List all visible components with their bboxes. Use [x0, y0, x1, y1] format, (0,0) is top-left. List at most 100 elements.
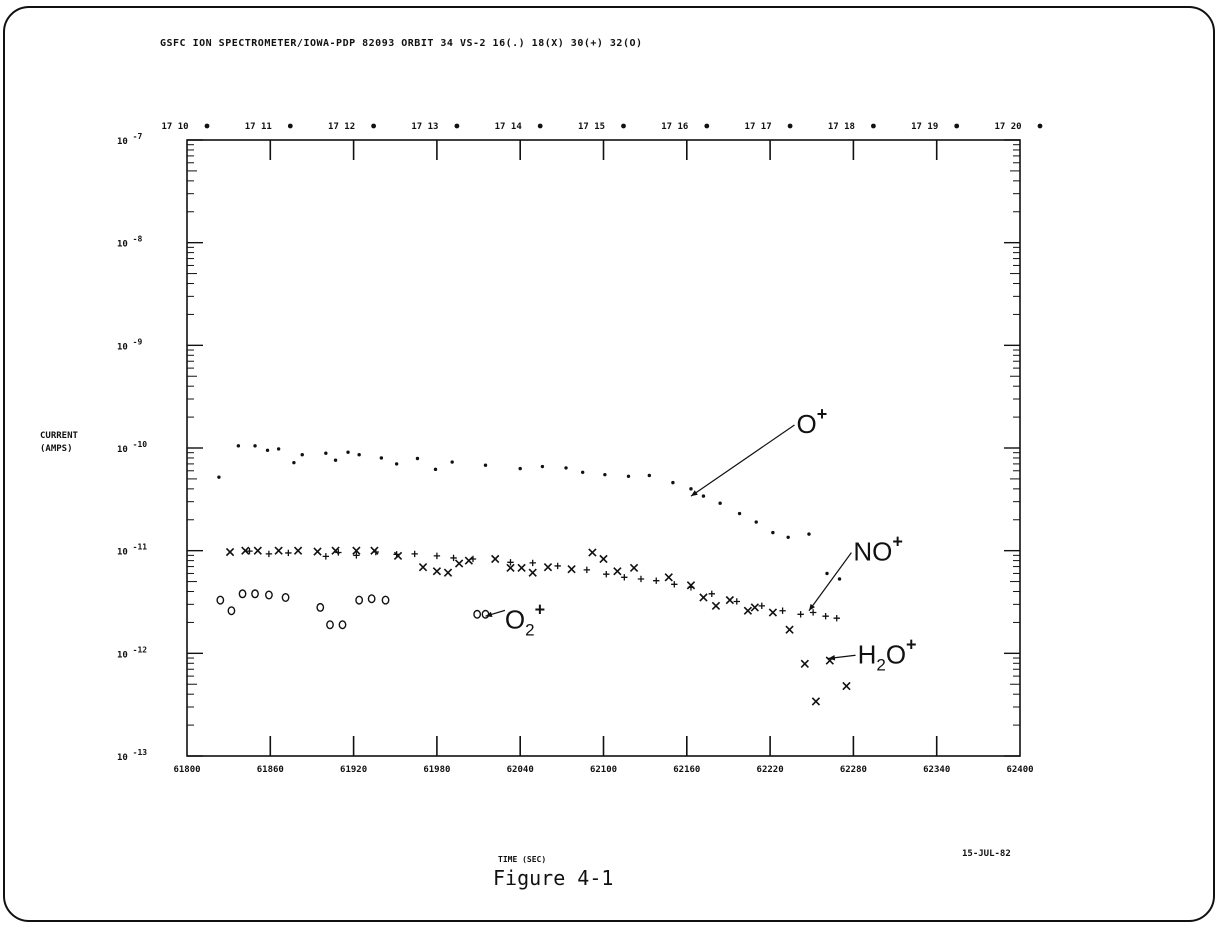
- point-no-plus: [797, 611, 804, 618]
- point-o-plus: [754, 520, 758, 524]
- x-tick-label: 62280: [840, 765, 867, 775]
- plot-date: 15-JUL-82: [962, 849, 1011, 859]
- point-no-plus: [687, 584, 695, 591]
- point-o-plus: [701, 494, 706, 498]
- annotation-arrow-head: [808, 603, 815, 611]
- point-o-plus: [483, 463, 488, 467]
- top-time-label: 17 19: [911, 122, 938, 132]
- point-o2-plus: [473, 609, 482, 619]
- top-time-dot: [871, 123, 876, 129]
- top-time-label: 17 11: [245, 122, 272, 132]
- point-no-plus: [411, 550, 418, 558]
- annotation-arrow-head: [828, 655, 836, 661]
- point-o-plus: [415, 456, 420, 461]
- top-time-label: 17 14: [495, 122, 523, 132]
- top-time-label: 17 12: [328, 122, 355, 132]
- point-o2-plus: [381, 595, 390, 605]
- annotation-arrow-head: [690, 490, 698, 497]
- point-o-plus: [324, 451, 328, 455]
- chart-header: GSFC ION SPECTROMETER/IOWA-PDP 82093 ORB…: [160, 38, 643, 49]
- point-o2-plus: [481, 609, 490, 619]
- point-o-plus: [786, 535, 790, 539]
- point-no-plus: [833, 614, 840, 622]
- point-o-plus: [771, 530, 775, 535]
- top-time-dot: [371, 123, 376, 129]
- point-no-plus: [733, 598, 740, 605]
- top-time-dot: [537, 123, 543, 129]
- point-h2o-plus: [225, 547, 235, 557]
- top-time-dot: [954, 123, 960, 129]
- annotation-arrow-head: [485, 611, 493, 617]
- y-tick-label: 10 -11: [117, 543, 147, 558]
- series-o: [216, 589, 490, 630]
- point-h2o-plus: [588, 548, 597, 557]
- point-o-plus: [603, 472, 607, 477]
- point-o2-plus: [338, 620, 347, 630]
- point-o-plus: [540, 464, 545, 469]
- point-o-plus: [357, 453, 361, 457]
- point-no-plus: [583, 566, 591, 574]
- x-tick-label: 62220: [757, 765, 784, 775]
- point-h2o-plus: [506, 563, 515, 573]
- point-o-plus: [276, 447, 281, 451]
- point-o2-plus: [251, 589, 259, 599]
- point-h2o-plus: [725, 595, 735, 605]
- figure-frame: [3, 6, 1215, 922]
- point-h2o-plus: [699, 593, 708, 602]
- y-tick-label: 10 -8: [117, 235, 142, 250]
- series-x: [225, 546, 851, 706]
- point-o-plus: [292, 460, 296, 465]
- point-no-plus: [265, 550, 273, 558]
- y-tick-label: 10 -7: [117, 132, 142, 147]
- point-no-plus: [529, 559, 536, 567]
- point-no-plus: [450, 554, 457, 562]
- point-h2o-plus: [293, 546, 303, 555]
- point-o-plus: [689, 487, 693, 491]
- point-h2o-plus: [443, 568, 453, 577]
- point-o-plus: [564, 466, 568, 470]
- point-h2o-plus: [313, 547, 322, 556]
- top-time-label: 17 10: [161, 122, 188, 132]
- point-h2o-plus: [750, 603, 759, 612]
- point-h2o-plus: [274, 546, 283, 555]
- point-no-plus: [285, 549, 292, 557]
- point-h2o-plus: [393, 551, 403, 561]
- point-o2-plus: [367, 594, 376, 604]
- point-no-plus: [621, 574, 628, 581]
- top-time-label: 17 20: [994, 122, 1021, 132]
- point-h2o-plus: [352, 546, 361, 555]
- point-o-plus: [265, 448, 270, 452]
- x-tick-label: 62160: [673, 765, 700, 775]
- point-no-plus: [393, 551, 400, 558]
- point-h2o-plus: [418, 563, 428, 572]
- point-no-plus: [758, 602, 765, 610]
- point-no-plus: [603, 570, 610, 578]
- point-h2o-plus: [370, 546, 379, 555]
- species-label-2: H2O+: [858, 634, 917, 674]
- point-o2-plus: [216, 595, 225, 605]
- point-h2o-plus: [743, 606, 753, 615]
- top-time-dot: [287, 123, 293, 129]
- point-o-plus: [626, 474, 631, 479]
- y-axis-label-line2: (AMPS): [40, 444, 73, 454]
- point-no-plus: [637, 575, 645, 583]
- point-o2-plus: [227, 606, 236, 616]
- point-no-plus: [671, 581, 678, 588]
- point-h2o-plus: [785, 625, 794, 634]
- point-o-plus: [394, 462, 399, 466]
- point-o-plus: [217, 475, 221, 479]
- point-o-plus: [647, 473, 652, 478]
- point-o-plus: [379, 456, 384, 460]
- point-no-plus: [554, 562, 561, 570]
- x-tick-label: 62340: [923, 765, 950, 775]
- point-o-plus: [718, 501, 722, 505]
- point-no-plus: [779, 607, 786, 614]
- point-h2o-plus: [613, 567, 622, 576]
- point-h2o-plus: [664, 573, 673, 582]
- point-no-plus: [322, 553, 330, 560]
- point-h2o-plus: [842, 681, 851, 691]
- point-h2o-plus: [454, 559, 464, 568]
- y-tick-label: 10 -10: [117, 440, 147, 455]
- point-o2-plus: [281, 592, 290, 602]
- point-h2o-plus: [567, 565, 576, 574]
